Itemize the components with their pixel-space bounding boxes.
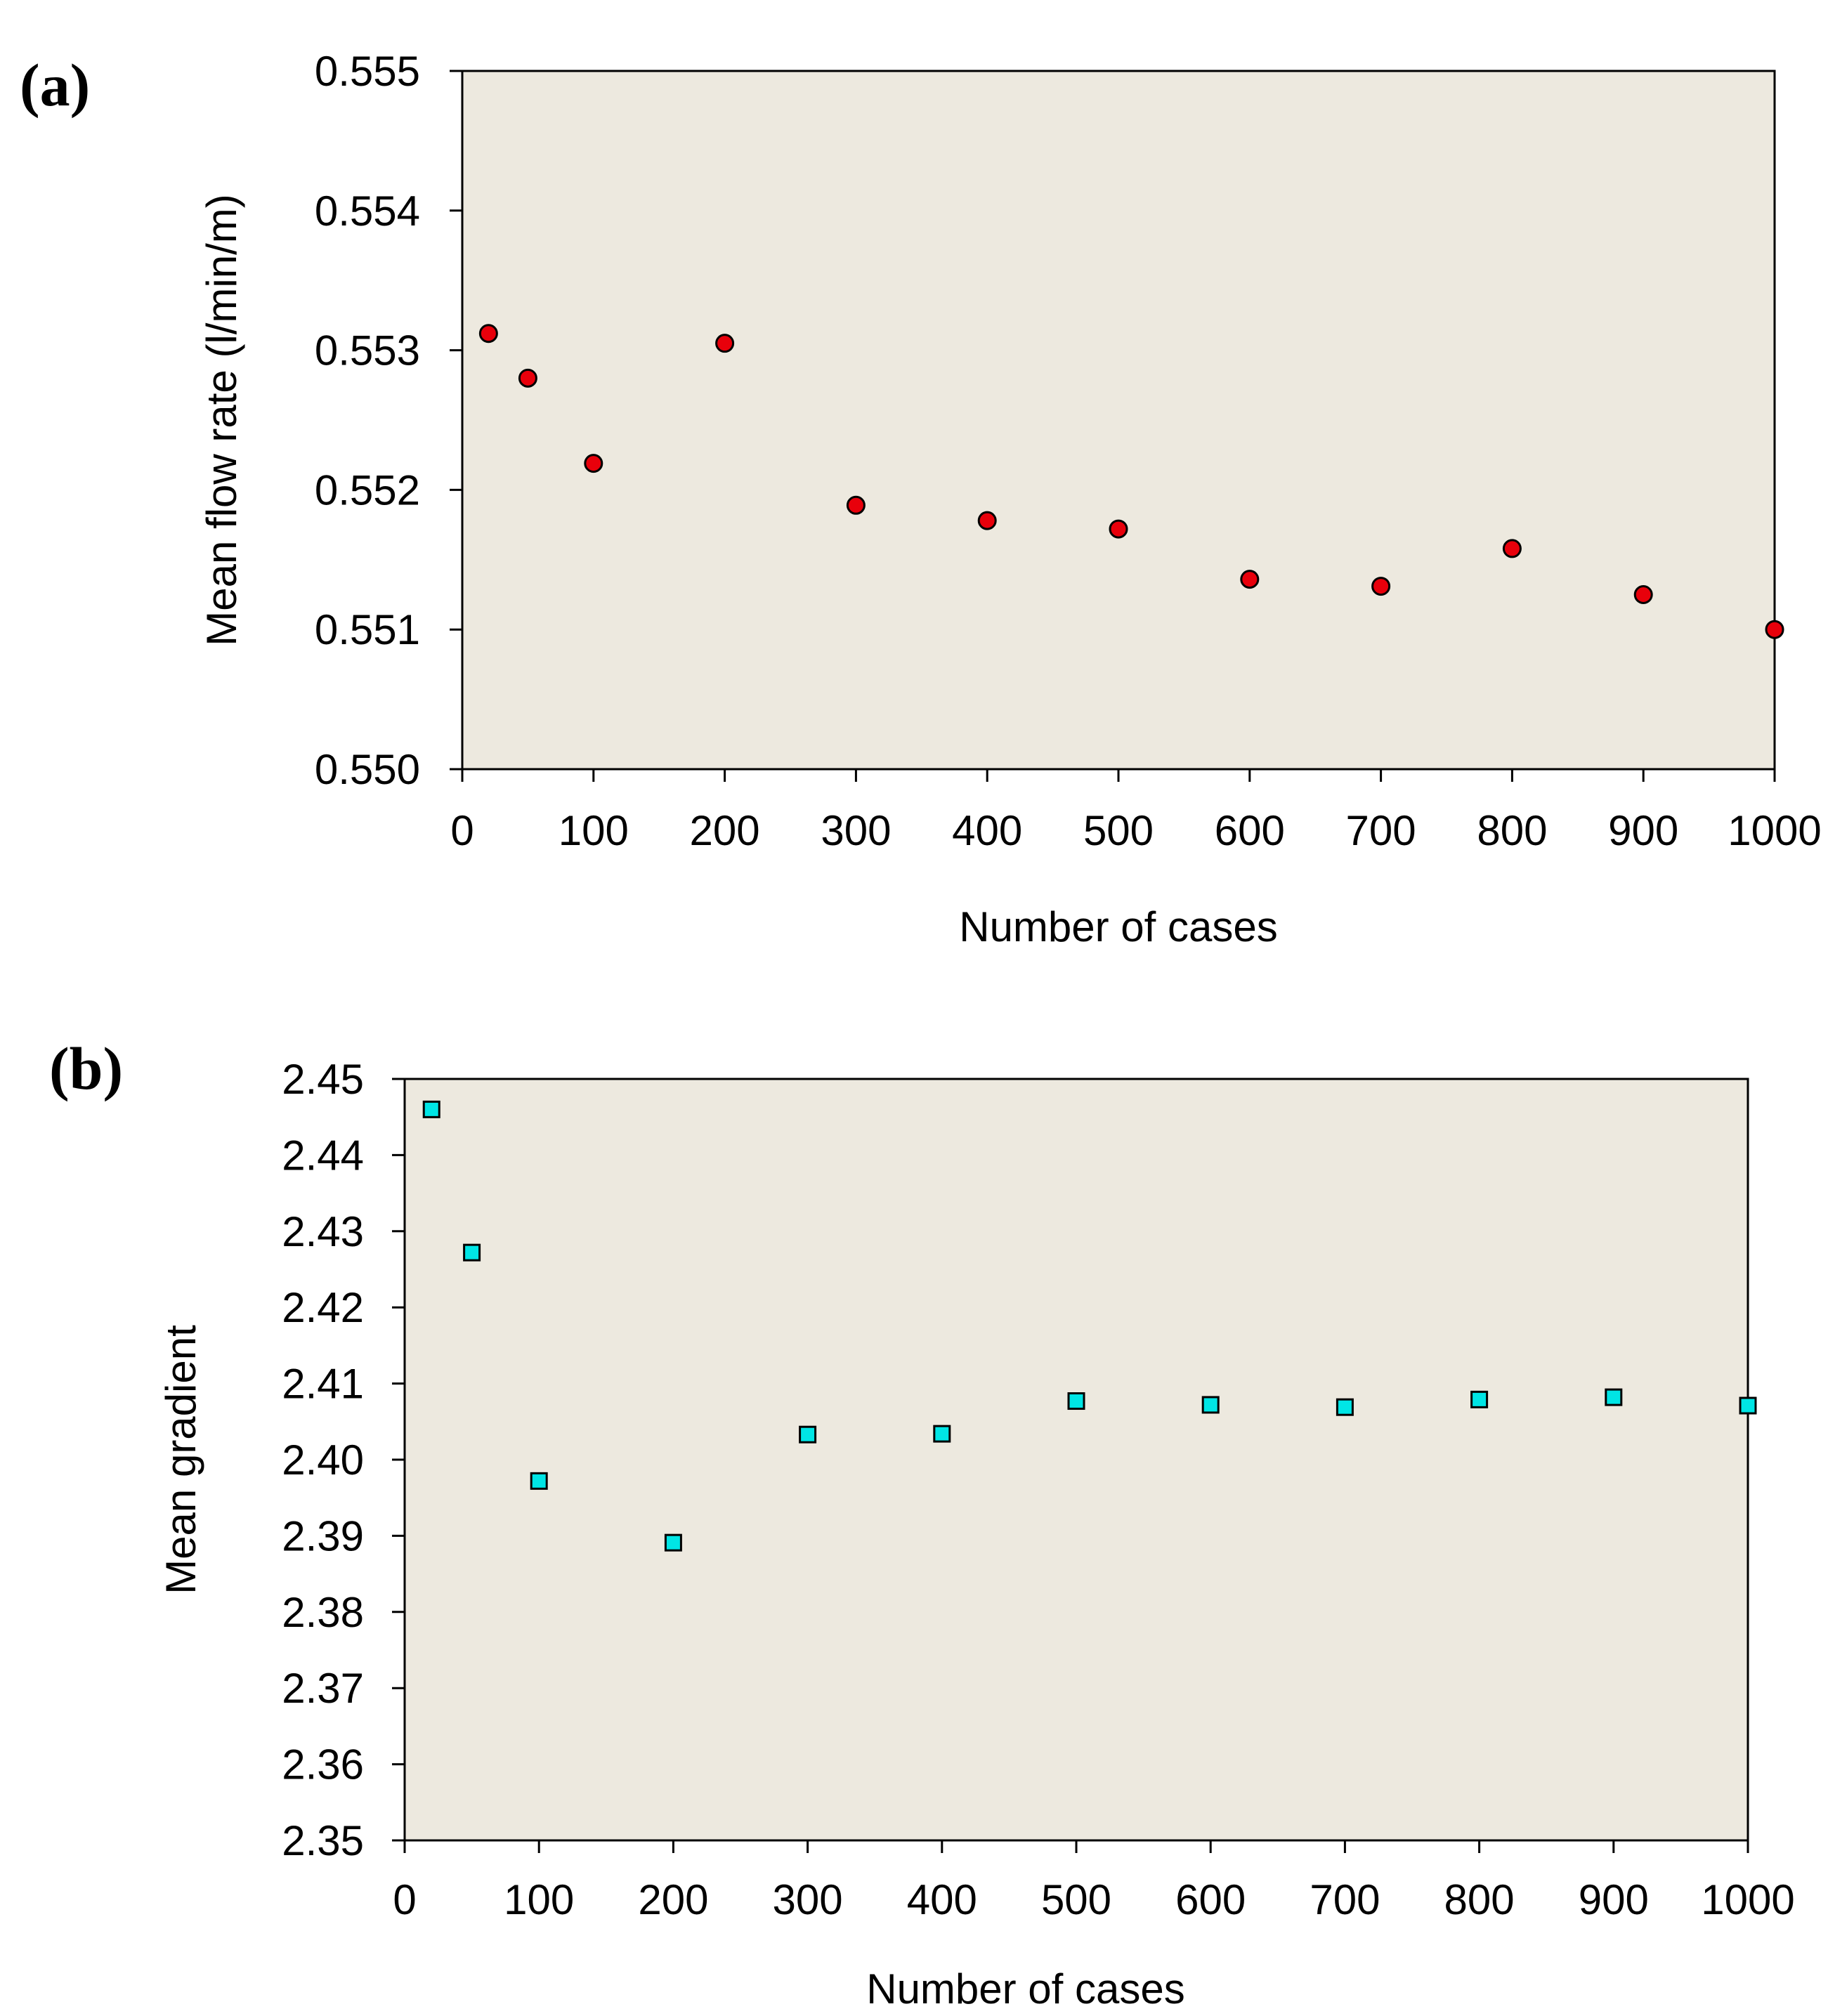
plot-area-a [461,70,1776,771]
x-tick-label-b: 500 [1041,1876,1111,1923]
data-point [846,495,866,515]
data-point [463,1243,481,1262]
x-tick-label-a: 300 [821,807,891,854]
panel-label-a: (a) [20,51,90,119]
x-tick-label-a: 800 [1477,807,1547,854]
data-point [1502,539,1522,558]
y-tick-label-b: 2.38 [282,1589,364,1636]
data-point [1633,585,1653,604]
chart-a: (a) 0 100 200 300 400 500 600 700 800 900 1000 0.55… [20,48,1822,950]
x-tick-label-b: 0 [393,1876,416,1923]
chart-b: (b) 0 100 200 300 400 500 600 700 800 900 1000 2.35… [49,1035,1795,2012]
data-point [933,1425,951,1443]
data-point [1605,1388,1623,1406]
y-tick-label-a: 0.554 [315,188,420,235]
data-point [1240,570,1260,589]
y-tick-label-b: 2.44 [282,1132,364,1179]
y-tick-label-a: 0.553 [315,327,420,374]
data-point [1109,519,1128,539]
y-tick-label-b: 2.35 [282,1817,364,1864]
y-tick-label-a: 0.550 [315,746,420,793]
data-point [977,511,997,530]
x-tick-label-a: 200 [690,807,760,854]
x-tick-label-b: 700 [1310,1876,1380,1923]
x-tick-label-b: 100 [504,1876,574,1923]
data-point [1067,1392,1085,1410]
data-point [530,1472,548,1490]
data-points-b [422,1100,1757,1552]
y-tick-label-a: 0.551 [315,606,420,653]
y-tick-label-b: 2.45 [282,1056,364,1103]
axis-ticks-b: 0 100 200 300 400 500 600 700 800 900 1000 2.35 2.36… [282,1056,1795,1923]
x-tick-label-b: 400 [907,1876,977,1923]
x-tick-label-b: 1000 [1701,1876,1794,1923]
x-tick-label-b: 600 [1175,1876,1246,1923]
x-tick-label-b: 800 [1444,1876,1515,1923]
x-tick-label-a: 1000 [1728,807,1821,854]
data-point [715,334,735,353]
data-point [478,324,498,343]
y-axis-title-a: Mean flow rate (l/min/m) [198,194,245,646]
x-tick-label-a: 100 [559,807,629,854]
x-axis-title-b: Number of cases [866,1965,1185,2012]
y-tick-label-b: 2.37 [282,1665,364,1712]
x-tick-label-b: 900 [1579,1876,1649,1923]
data-point [1371,577,1391,596]
x-tick-label-a: 500 [1083,807,1154,854]
x-tick-label-a: 900 [1608,807,1678,854]
x-tick-label-a: 600 [1215,807,1285,854]
y-tick-label-b: 2.39 [282,1512,364,1559]
x-axis-title-a: Number of cases [959,903,1278,950]
y-tick-label-b: 2.36 [282,1741,364,1788]
data-point [799,1425,817,1444]
x-tick-label-b: 300 [773,1876,843,1923]
data-point [1765,620,1784,639]
x-tick-label-a: 0 [450,807,474,854]
data-point [422,1100,440,1118]
y-tick-label-b: 2.43 [282,1208,364,1255]
axis-ticks-a: 0 100 200 300 400 500 600 700 800 900 1000 0.550 0.5… [315,48,1822,854]
data-point [1470,1390,1489,1408]
y-tick-label-b: 2.40 [282,1436,364,1484]
data-point [584,454,603,473]
data-point [1739,1396,1757,1415]
data-point [664,1533,682,1552]
y-tick-label-b: 2.42 [282,1284,364,1331]
y-tick-label-b: 2.41 [282,1361,364,1408]
x-tick-label-a: 400 [952,807,1022,854]
y-tick-label-a: 0.555 [315,48,420,95]
y-tick-label-a: 0.552 [315,466,420,513]
data-point [518,368,537,388]
y-axis-title-b: Mean gradient [157,1325,204,1595]
panel-label-b: (b) [49,1035,123,1102]
plot-area-b [403,1078,1749,1842]
x-tick-label-b: 200 [638,1876,708,1923]
x-tick-label-a: 700 [1346,807,1416,854]
data-point [1201,1396,1220,1414]
data-point [1336,1398,1354,1416]
data-points-a [478,324,1784,639]
